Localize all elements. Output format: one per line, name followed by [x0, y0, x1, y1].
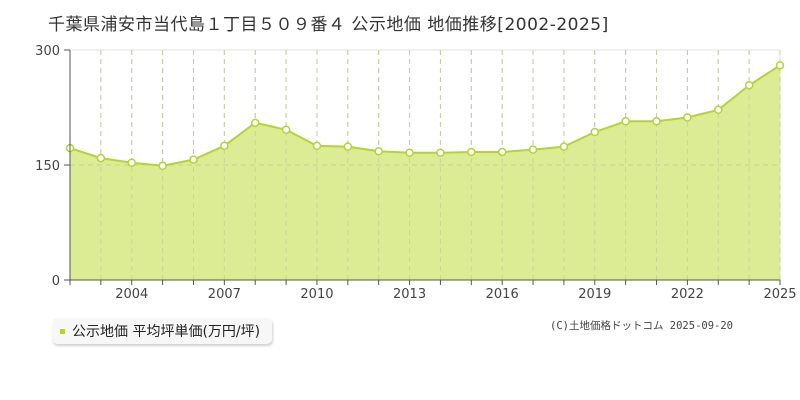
axes — [64, 49, 781, 285]
axis-labels: 0 150 300 2004 2007 2010 2013 2016 2019 2022 2025 — [35, 44, 796, 302]
svg-text:2010: 2010 — [300, 287, 333, 302]
legend: 公示地価 平均坪単価(万円/坪) — [52, 318, 273, 344]
legend-swatch-icon — [60, 328, 65, 334]
legend-label: 公示地価 平均坪単価(万円/坪) — [72, 324, 261, 340]
svg-text:2013: 2013 — [393, 287, 426, 302]
credit-text: (C)土地価格ドットコム 2025-09-20 — [550, 320, 734, 332]
svg-text:300: 300 — [35, 44, 60, 59]
area-fill — [70, 65, 780, 280]
svg-text:150: 150 — [35, 159, 60, 174]
chart-title: 千葉県浦安市当代島１丁目５０９番４ 公示地価 地価推移[2002-2025] — [48, 15, 609, 35]
svg-text:2016: 2016 — [486, 287, 519, 302]
svg-text:2022: 2022 — [671, 287, 704, 302]
series-line — [69, 64, 781, 167]
svg-text:0: 0 — [52, 274, 60, 289]
svg-text:2004: 2004 — [115, 287, 148, 302]
svg-text:2025: 2025 — [763, 287, 796, 302]
svg-text:2007: 2007 — [208, 287, 241, 302]
svg-text:2019: 2019 — [578, 287, 611, 302]
